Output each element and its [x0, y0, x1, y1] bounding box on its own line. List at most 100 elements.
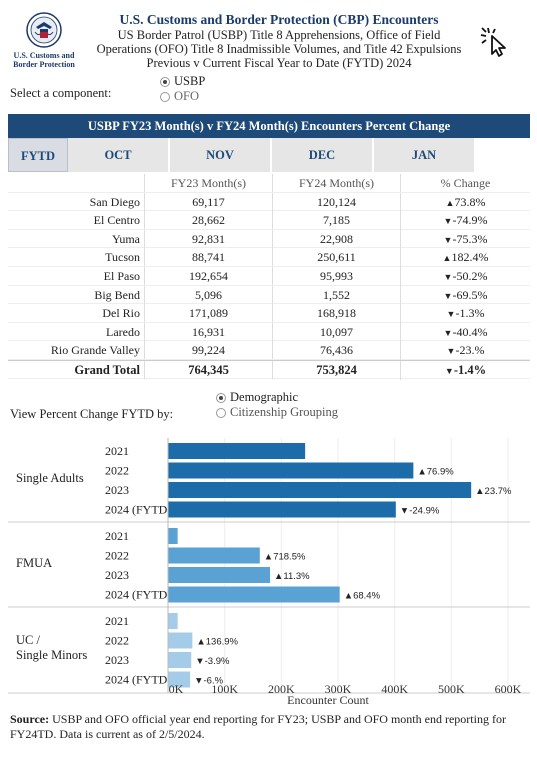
- radio-citizenship[interactable]: Citizenship Grouping: [216, 405, 338, 420]
- row-fy23: 69,117: [144, 192, 272, 211]
- bar-year-label: 2021: [105, 529, 129, 543]
- group-label: FMUA: [16, 556, 52, 570]
- bar-year-label: 2023: [105, 483, 129, 497]
- radio-citizenship-label: Citizenship Grouping: [230, 405, 338, 419]
- bar-change-label: ▼-3.9%: [195, 656, 230, 667]
- row-fy24: 168,918: [272, 304, 400, 323]
- tab-oct[interactable]: OCT: [68, 138, 170, 172]
- demographic-bar-chart: Single Adults 2021 2022 ▲76.9% 2023 ▲23.7% 202…: [8, 438, 530, 707]
- bar: [168, 443, 306, 459]
- down-arrow-icon: ▼: [443, 234, 453, 245]
- bar-change-label: ▲718.5%: [264, 552, 306, 563]
- column-header: FY24 Month(s): [272, 174, 400, 192]
- pct-value: -74.9%: [452, 213, 488, 228]
- x-tick-label: 100K: [211, 682, 238, 696]
- row-fy23: 764,345: [144, 361, 272, 379]
- group-label: UC /: [16, 633, 40, 647]
- row-fy23: 16,931: [144, 322, 272, 341]
- x-tick-label: 300K: [325, 682, 352, 696]
- tab-fytd[interactable]: FYTD: [8, 138, 68, 172]
- bar: [168, 482, 472, 498]
- bar-change-label: ▼-24.9%: [400, 506, 440, 517]
- table-row: Big Bend 5,096 1,552 ▼-69.5%: [8, 285, 530, 305]
- down-arrow-icon: ▼: [446, 309, 456, 320]
- row-fy23: 5,096: [144, 285, 272, 304]
- column-header: FY23 Month(s): [144, 174, 272, 192]
- radio-unselected-icon[interactable]: [216, 407, 226, 418]
- bar-year-label: 2024 (FYTD): [105, 673, 171, 687]
- pct-value: -40.4%: [452, 324, 488, 339]
- down-arrow-icon: ▼: [443, 290, 453, 301]
- row-fy24: 76,436: [272, 341, 400, 360]
- row-pct-change: ▼-75.3%: [400, 229, 530, 249]
- click-cursor-icon[interactable]: [478, 24, 512, 58]
- radio-demographic[interactable]: Demographic: [216, 390, 298, 405]
- row-fy23: 171,089: [144, 304, 272, 323]
- bar-year-label: 2023: [105, 653, 129, 667]
- page-header: U.S. Customs and Border Protection U.S. …: [0, 0, 537, 80]
- bar-year-label: 2022: [105, 549, 129, 563]
- tab-jan[interactable]: JAN: [374, 138, 476, 172]
- pct-value: -69.5%: [452, 287, 488, 302]
- pct-value: -1.3%: [455, 306, 485, 321]
- title-block: U.S. Customs and Border Protection (CBP)…: [84, 12, 474, 70]
- row-pct-change: ▲182.4%: [400, 248, 530, 268]
- row-fy23: 192,654: [144, 267, 272, 285]
- bar-change-label: ▲23.7%: [475, 486, 512, 497]
- group-label: Single Adults: [16, 471, 84, 485]
- table-banner: USBP FY23 Month(s) v FY24 Month(s) Encou…: [8, 114, 530, 138]
- bar-year-label: 2024 (FYTD): [105, 503, 171, 517]
- bar-year-label: 2022: [105, 464, 129, 478]
- row-location: Big Bend: [94, 287, 140, 302]
- pct-value: -50.2%: [452, 269, 488, 283]
- row-location: Laredo: [106, 324, 140, 339]
- component-selector: Select a component: USBP OFO: [10, 74, 410, 104]
- percent-view-label: View Percent Change FYTD by:: [10, 407, 174, 421]
- down-arrow-icon: ▼: [443, 327, 453, 338]
- table-row: San Diego 69,117 120,124 ▲73.8%: [8, 192, 530, 212]
- row-fy23: 88,741: [144, 248, 272, 267]
- radio-usbp[interactable]: USBP: [160, 74, 205, 89]
- source-label: Source:: [10, 712, 50, 726]
- x-tick-label: 200K: [268, 682, 295, 696]
- cbp-seal-icon: [26, 12, 62, 48]
- x-tick-label: 500K: [438, 682, 465, 696]
- x-axis-title: Encounter Count: [287, 693, 369, 707]
- pct-value: -1.4%: [453, 363, 487, 377]
- source-note: Source: USBP and OFO official year end r…: [10, 712, 530, 742]
- radio-ofo[interactable]: OFO: [160, 89, 199, 104]
- row-location: San Diego: [89, 194, 140, 209]
- bar: [168, 586, 340, 603]
- radio-selected-icon[interactable]: [160, 76, 170, 87]
- x-tick-label: 600K: [495, 682, 522, 696]
- radio-unselected-icon[interactable]: [160, 91, 170, 102]
- row-fy24: 7,185: [272, 211, 400, 230]
- down-arrow-icon: ▼: [446, 346, 456, 357]
- bar: [168, 501, 396, 518]
- bar-change-label: ▲136.9%: [196, 637, 238, 648]
- row-location: Del Rio: [102, 306, 140, 321]
- bar: [168, 547, 260, 564]
- pct-value: -23.%: [455, 343, 485, 358]
- row-fy24: 1,552: [272, 285, 400, 304]
- row-fy24: 10,097: [272, 322, 400, 341]
- bar: [168, 528, 178, 544]
- up-arrow-icon: ▲: [442, 253, 452, 264]
- radio-ofo-label: OFO: [174, 89, 200, 103]
- tab-nov[interactable]: NOV: [170, 138, 272, 172]
- pct-value: -75.3%: [452, 231, 488, 246]
- bar: [168, 632, 193, 649]
- row-location: Grand Total: [74, 363, 140, 377]
- tab-dec[interactable]: DEC: [272, 138, 374, 172]
- up-arrow-icon: ▲: [445, 197, 455, 208]
- table-row: El Paso 192,654 95,993 ▼-50.2%: [8, 267, 530, 286]
- radio-selected-icon[interactable]: [216, 392, 226, 403]
- bar: [168, 462, 414, 479]
- row-fy24: 22,908: [272, 229, 400, 248]
- page-subtitle-line: US Border Patrol (USBP) Title 8 Apprehen…: [117, 28, 441, 42]
- table-row: Laredo 16,931 10,097 ▼-40.4%: [8, 322, 530, 342]
- row-pct-change: ▼-74.9%: [400, 211, 530, 231]
- bar-change-label: ▲11.3%: [274, 571, 310, 582]
- row-fy24: 95,993: [272, 267, 400, 285]
- page-subtitle-line: Previous v Current Fiscal Year to Date (…: [146, 56, 412, 70]
